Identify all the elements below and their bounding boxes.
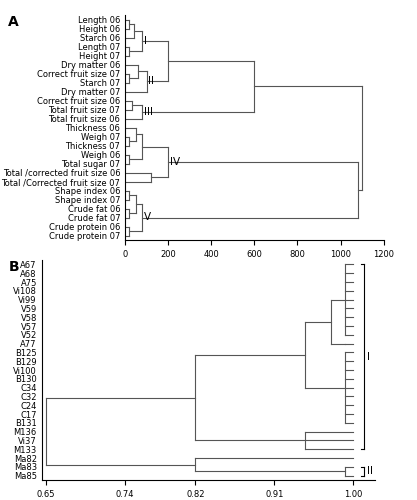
Text: III: III bbox=[144, 107, 153, 117]
Text: II: II bbox=[148, 76, 154, 86]
Text: I: I bbox=[144, 36, 147, 46]
Text: B: B bbox=[8, 260, 19, 274]
X-axis label: Linkage Distance: Linkage Distance bbox=[207, 264, 301, 274]
Text: V: V bbox=[144, 212, 151, 222]
Text: II: II bbox=[367, 466, 372, 476]
Text: I: I bbox=[367, 352, 369, 362]
Text: IV: IV bbox=[170, 157, 180, 167]
Text: A: A bbox=[8, 15, 19, 29]
